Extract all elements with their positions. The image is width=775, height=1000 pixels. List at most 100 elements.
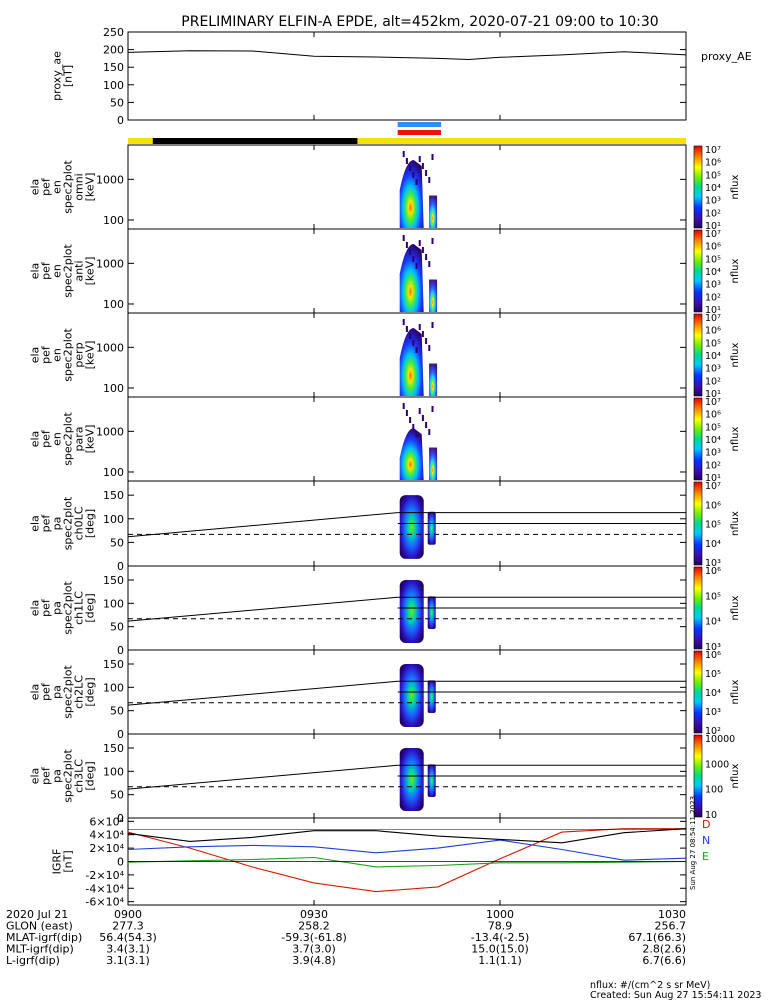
panel-ela_pef_pa_spec2plot_ch1LC: elapefpaspec2plotch1LC[deg]05010015010³1… — [29, 565, 741, 657]
spectrogram-speckle — [418, 240, 421, 246]
y-tick-label: 2×10⁴ — [89, 842, 124, 855]
colorbar-tick-label: 10³ — [705, 196, 721, 207]
proxy-ae-legend: proxy_AE — [701, 50, 752, 63]
y-tick-label: 50 — [110, 96, 124, 109]
spectrogram-speckle — [425, 338, 428, 344]
colorbar-tick-label: 10⁵ — [705, 520, 721, 531]
igrf-series-D — [127, 828, 686, 893]
ephemeris-value: 15.0(15.0) — [471, 943, 529, 956]
y-tick-label: 0 — [117, 114, 124, 127]
colorbar-tick-label: 1000 — [705, 759, 729, 770]
igrf-series-N — [127, 839, 687, 861]
spectrogram-speckle — [428, 261, 431, 267]
ephemeris-value: 3.1(3.1) — [106, 954, 150, 967]
colorbar-tick-label: 10⁴ — [705, 435, 721, 446]
spectrogram-speckle — [409, 417, 412, 423]
ephemeris-row-label: MLAT-igrf(dip) — [6, 931, 82, 944]
colorbar-label: nflux — [730, 426, 741, 451]
colorbar-tick-label: 10⁴ — [705, 351, 721, 362]
pitch-angle-burst — [399, 495, 424, 559]
colorbar-tick-label: 10⁵ — [705, 254, 721, 265]
colorbar-scale — [693, 313, 703, 397]
ephemeris-value: 78.9 — [488, 920, 513, 933]
colorbar-tick-label: 10³ — [705, 642, 721, 653]
panel-ela_pef_en_spec2plot_perp: elapefenspec2plotperp[keV]100100010¹10²1… — [29, 312, 741, 400]
colorbar-label: nflux — [730, 763, 741, 788]
y-axis-label: elapefenspec2plotomni[keV] — [29, 160, 97, 214]
colorbar-tick-label: 10¹ — [705, 473, 721, 484]
colorbar-tick-label: 10⁵ — [705, 422, 721, 433]
spectrogram-burst — [399, 327, 424, 396]
y-tick-label: 50 — [110, 621, 124, 634]
colorbar-scale — [693, 566, 703, 650]
spectrogram-speckle — [431, 322, 434, 328]
y-tick-label: 50 — [110, 536, 124, 549]
colorbar-tick-label: 10⁵ — [705, 669, 721, 680]
y-tick-label: 0 — [117, 644, 124, 657]
spectrogram-speckle — [431, 406, 434, 412]
ephemeris-value: 67.1(66.3) — [628, 931, 686, 944]
colorbar-tick-label: 10⁴ — [705, 539, 721, 550]
y-tick-label: 150 — [103, 658, 124, 671]
side-stamp: Sun Aug 27 08:54:11 2023 — [689, 796, 697, 890]
y-tick-label: -2×10⁴ — [85, 869, 124, 882]
y-tick-label: 1000 — [96, 425, 124, 438]
ephemeris-value: -13.4(-2.5) — [471, 931, 530, 944]
y-tick-label: 150 — [103, 574, 124, 587]
y-tick-label: 100 — [103, 681, 124, 694]
spectrogram-speckle — [418, 324, 421, 330]
colorbar-tick-label: 10² — [705, 376, 721, 387]
colorbar-tick-label: 10² — [705, 292, 721, 303]
y-axis-label: proxy_ae[nT] — [51, 51, 75, 101]
colorbar: 10² 10³ 10⁴ 10⁵ 10⁶ nflux — [693, 650, 741, 737]
colorbar-tick-label: 10⁴ — [705, 183, 721, 194]
y-tick-label: 6×10⁴ — [89, 815, 124, 828]
colorbar-scale — [693, 229, 703, 313]
colorbar-tick-label: 10² — [705, 208, 721, 219]
panel-frame — [127, 31, 687, 121]
colorbar: 10 100 1000 10000 nflux — [693, 734, 741, 821]
colorbar-tick-label: 10⁵ — [705, 170, 721, 181]
y-tick-label: 200 — [103, 44, 124, 57]
y-tick-label: 100 — [103, 597, 124, 610]
orbit-status-bar — [128, 138, 686, 144]
colorbar-tick-label: 10² — [705, 726, 721, 737]
colorbar-tick-label: 10⁶ — [705, 650, 721, 661]
colorbar-label: nflux — [730, 679, 741, 704]
colorbar-tick-label: 10³ — [705, 364, 721, 375]
ephemeris-value: 1.1(1.1) — [478, 954, 522, 967]
spectrogram-burst — [399, 159, 424, 228]
spectrogram-speckle — [428, 177, 431, 183]
y-tick-label: 100 — [103, 79, 124, 92]
loss-cone-line — [127, 680, 398, 706]
colorbar-tick-label: 10⁵ — [705, 338, 721, 349]
colorbar-tick-label: 10000 — [705, 734, 735, 745]
y-tick-label: 150 — [103, 742, 124, 755]
colorbar-tick-label: 10⁶ — [705, 326, 721, 337]
spectrogram-speckle — [405, 326, 408, 332]
y-tick-label: 150 — [103, 61, 124, 74]
spectrogram-speckle — [431, 154, 434, 160]
proxy-ae-line — [127, 50, 687, 61]
y-tick-label: 0 — [117, 812, 124, 825]
spectrogram-burst — [429, 363, 438, 396]
spectrogram-speckle — [412, 256, 415, 262]
colorbar-tick-label: 10⁶ — [705, 410, 721, 421]
pitch-angle-burst — [427, 511, 436, 545]
colorbar-scale — [693, 397, 703, 481]
spectrogram-speckle — [425, 254, 428, 260]
colorbar-label: nflux — [730, 511, 741, 536]
igrf-legend-e: E — [702, 850, 709, 863]
colorbar-tick-label: 10³ — [705, 558, 721, 569]
y-tick-label: 4×10⁴ — [89, 829, 124, 842]
spectrogram-speckle — [409, 249, 412, 255]
spectrogram-speckle — [415, 263, 418, 269]
ephemeris-row-label: MLT-igrf(dip) — [6, 943, 74, 956]
colorbar-tick-label: 10⁴ — [705, 617, 721, 628]
y-tick-label: 100 — [103, 382, 124, 395]
spectrogram-speckle — [431, 238, 434, 244]
y-tick-label: 100 — [103, 298, 124, 311]
y-tick-label: 0 — [117, 856, 124, 869]
